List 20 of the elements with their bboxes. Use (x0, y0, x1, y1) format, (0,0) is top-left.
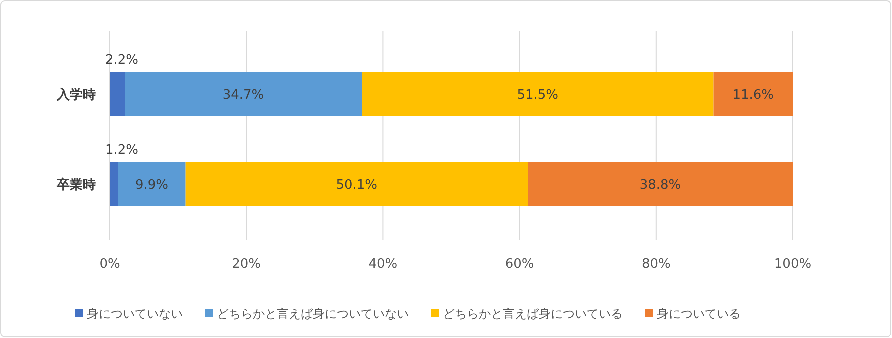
x-tick-label: 100% (774, 257, 812, 272)
data-label: 38.8% (640, 178, 682, 193)
legend-label: 身についている (657, 307, 741, 321)
y-tick-label: 卒業時 (56, 177, 96, 193)
legend-label: どちらかと言えば身についていない (217, 307, 409, 321)
legend-label: 身についていない (87, 307, 183, 321)
x-tick-label: 60% (505, 257, 534, 272)
x-tick-label: 0% (100, 257, 120, 272)
data-label: 51.5% (517, 88, 559, 103)
legend-label: どちらかと言えば身についている (443, 307, 623, 321)
data-label: 11.6% (732, 88, 774, 103)
data-label: 1.2% (105, 143, 139, 158)
x-tick-label: 80% (642, 257, 671, 272)
data-label: 9.9% (135, 178, 169, 193)
x-tick-label: 20% (232, 257, 262, 272)
data-label: 50.1% (336, 178, 378, 193)
data-label: 34.7% (222, 88, 264, 103)
data-label: 2.2% (105, 53, 139, 68)
x-tick-label: 40% (368, 257, 398, 272)
y-tick-label: 入学時 (56, 87, 96, 103)
